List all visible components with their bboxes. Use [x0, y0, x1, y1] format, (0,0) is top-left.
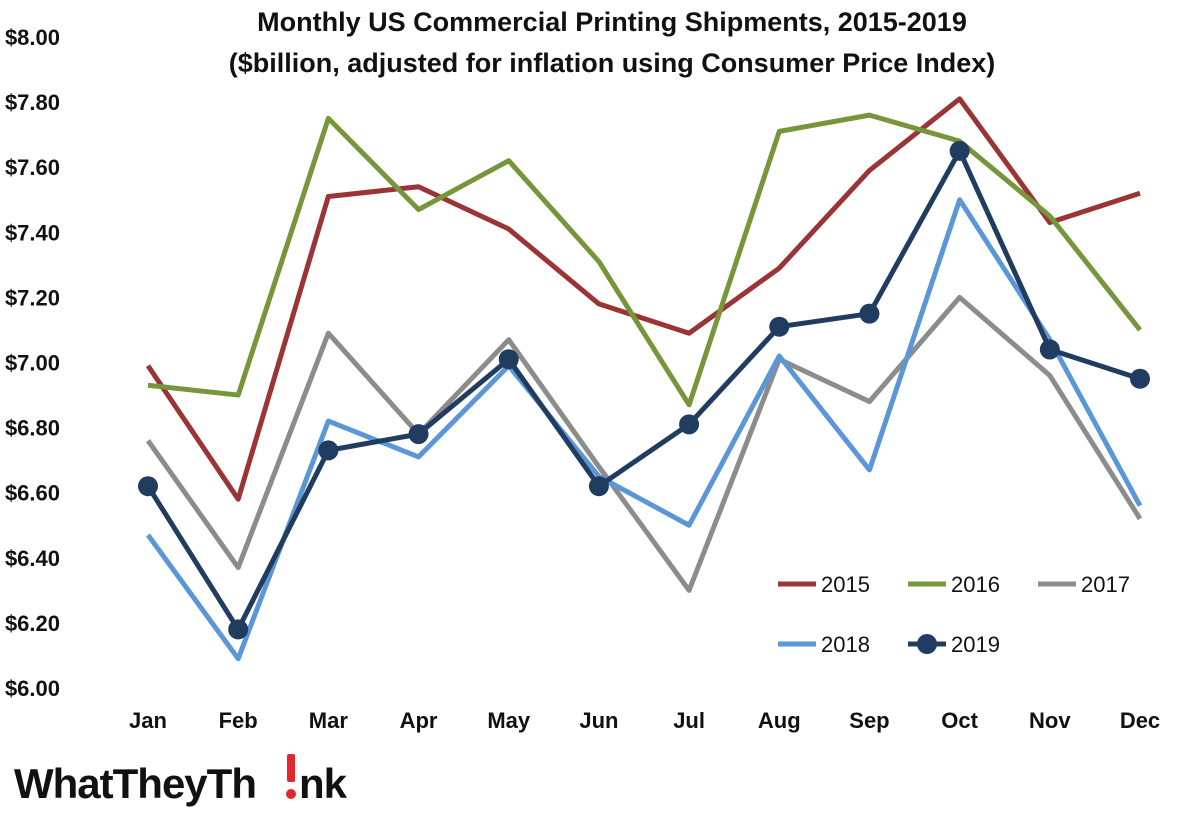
data-point-2019: [679, 414, 700, 435]
x-tick-label: Sep: [849, 708, 889, 733]
x-tick-label: Feb: [219, 708, 258, 733]
x-tick-label: Jun: [579, 708, 618, 733]
y-tick-label: $7.80: [5, 90, 60, 115]
data-point-2019: [228, 619, 249, 640]
y-tick-label: $7.20: [5, 285, 60, 310]
legend-item-2015: 2015: [778, 572, 870, 597]
legend-label: 2017: [1081, 572, 1130, 597]
legend-item-2016: 2016: [908, 572, 1000, 597]
data-point-2019: [138, 476, 158, 497]
legend: 2015 2016 2017 2018 2019: [778, 572, 1130, 657]
series-line-2019: [145, 148, 1141, 632]
y-tick-label: $6.80: [5, 416, 60, 441]
logo-exclamation-dot-icon: [286, 789, 296, 799]
legend-label: 2018: [821, 632, 870, 657]
x-tick-label: Nov: [1029, 708, 1071, 733]
x-tick-label: Apr: [400, 708, 438, 733]
data-point-2019: [1130, 368, 1150, 389]
legend-item-2017: 2017: [1038, 572, 1130, 597]
y-tick-label: $6.20: [5, 611, 60, 636]
legend-label: 2019: [951, 632, 1000, 657]
series-group: [138, 96, 1150, 662]
y-tick-label: $7.60: [5, 155, 60, 180]
data-point-2019: [318, 440, 339, 461]
chart-subtitle: ($billion, adjusted for inflation using …: [229, 48, 996, 78]
whattheythink-logo: WhatTheyTh nk: [14, 754, 349, 807]
x-tick-label: Mar: [309, 708, 349, 733]
series-line-2016: [147, 112, 1142, 408]
series-line-2015: [145, 96, 1141, 502]
y-tick-label: $6.00: [5, 676, 60, 701]
x-tick-label: Dec: [1120, 708, 1160, 733]
x-tick-label: Jul: [673, 708, 705, 733]
logo-text-before: WhatTheyTh: [14, 760, 256, 807]
series-line-2017: [145, 294, 1143, 593]
y-tick-label: $7.40: [5, 220, 60, 245]
data-point-2019: [949, 140, 970, 161]
x-tick-label: May: [487, 708, 531, 733]
y-tick-label: $6.40: [5, 546, 60, 571]
legend-label: 2015: [821, 572, 870, 597]
series-line-2018: [145, 197, 1143, 662]
logo-text-after: nk: [299, 760, 348, 807]
x-tick-label: Aug: [758, 708, 801, 733]
data-point-2019: [588, 476, 609, 497]
data-point-2019: [859, 303, 880, 324]
data-point-2019: [498, 349, 519, 370]
x-axis: Jan Feb Mar Apr May Jun Jul Aug Sep Oct Nov Dec: [129, 708, 1160, 733]
y-axis: $6.00 $6.20 $6.40 $6.60 $6.80 $7.00 $7.20 $7.40…: [5, 25, 60, 701]
x-tick-label: Oct: [941, 708, 978, 733]
y-tick-label: $7.00: [5, 351, 60, 376]
data-point-2019: [1039, 339, 1060, 360]
legend-label: 2016: [951, 572, 1000, 597]
y-tick-label: $8.00: [5, 25, 60, 50]
legend-item-2018: 2018: [778, 632, 870, 657]
chart-title: Monthly US Commercial Printing Shipments…: [257, 7, 967, 37]
x-tick-label: Jan: [129, 708, 167, 733]
legend-item-2019: 2019: [908, 632, 1000, 657]
logo-exclamation-icon: [287, 754, 295, 782]
data-point-2019: [408, 424, 429, 445]
legend-marker: [917, 634, 937, 654]
data-point-2019: [769, 316, 790, 337]
y-tick-label: $6.60: [5, 481, 60, 506]
